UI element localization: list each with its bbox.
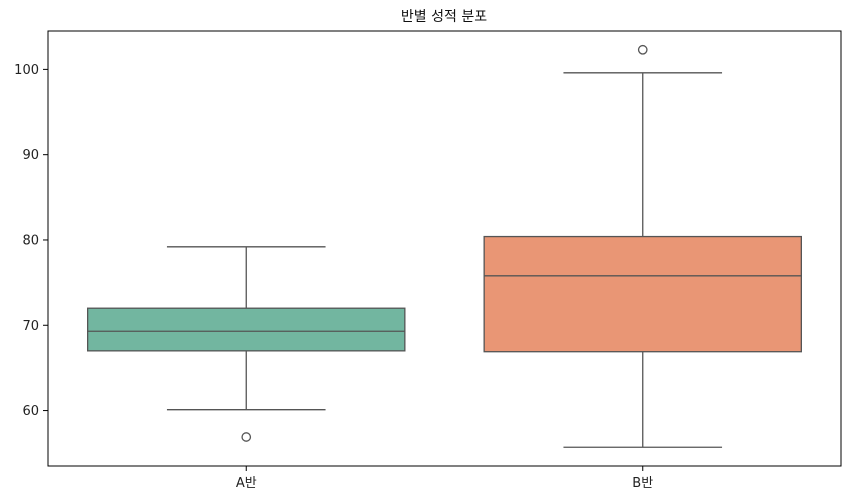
y-tick-label: 100 [14,63,39,78]
y-tick-label: 70 [22,319,39,334]
outlier-point [637,44,648,55]
y-tick-label: 60 [22,404,39,419]
plot-frame [47,30,842,467]
y-tick-label: 80 [22,233,39,248]
chart-title: 반별 성적 분포 [401,9,487,25]
y-tick-label: 90 [22,148,39,163]
x-tick-label: A반 [236,476,257,491]
outlier-point [241,432,252,442]
box-iqr [483,235,803,353]
box-iqr [87,307,406,352]
x-tick-label: B반 [632,476,653,491]
